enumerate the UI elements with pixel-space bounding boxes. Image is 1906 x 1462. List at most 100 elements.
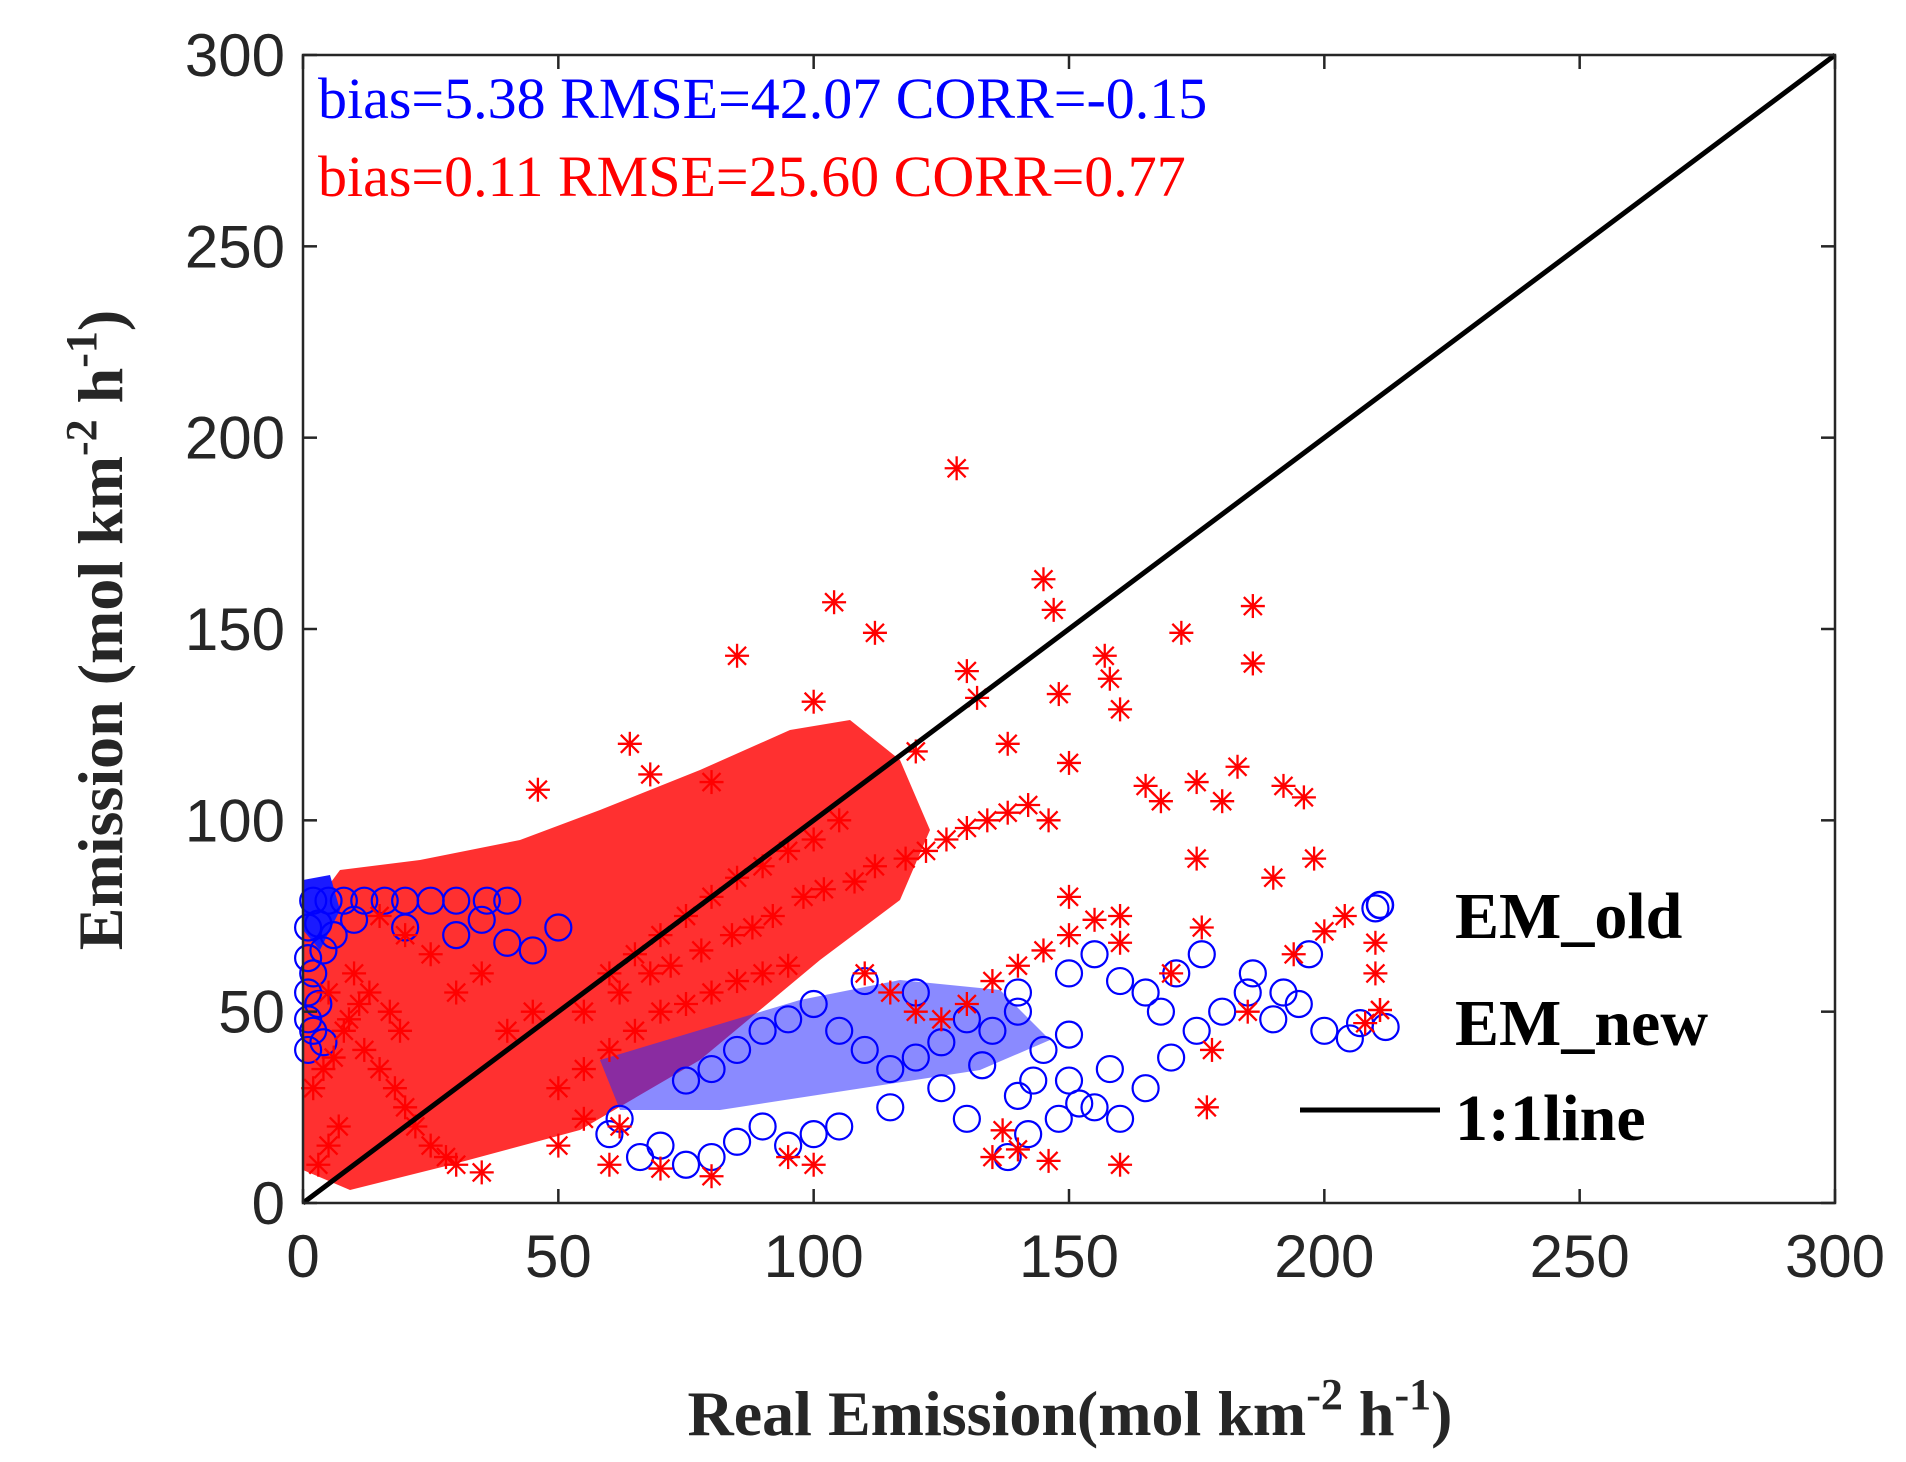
em-old-point xyxy=(299,1016,328,1045)
em-old-point xyxy=(1014,1120,1043,1149)
em-new-point xyxy=(1363,961,1388,986)
em-old-point xyxy=(978,1016,1007,1045)
em-old-point xyxy=(442,886,471,915)
x-tick-label: 150 xyxy=(1019,1223,1119,1290)
em-old-point xyxy=(1080,940,1109,969)
em-old-point xyxy=(825,1112,854,1141)
x-tick-label: 50 xyxy=(525,1223,592,1290)
em-new-point xyxy=(393,923,418,948)
em-old-point xyxy=(314,886,343,915)
x-tick-label: 0 xyxy=(286,1223,319,1290)
em-old-point xyxy=(1029,1035,1058,1065)
em-new-point xyxy=(1108,697,1133,722)
em-new-point xyxy=(1184,770,1209,795)
em-new-point xyxy=(914,838,939,863)
em-new-point xyxy=(638,961,663,986)
em-old-point xyxy=(370,886,399,915)
em-new-point xyxy=(954,815,979,840)
em-new-point xyxy=(903,999,928,1024)
y-tick-label: 300 xyxy=(185,22,285,89)
em-new-point xyxy=(1271,773,1296,798)
em-new-point xyxy=(1312,919,1337,944)
em-new-point xyxy=(520,999,545,1024)
em-old-point xyxy=(927,1074,956,1103)
em-new-point xyxy=(617,731,642,756)
em-new-point xyxy=(822,590,847,615)
em-new-point xyxy=(893,846,918,871)
em-new-point xyxy=(1036,1148,1061,1173)
em-new-point xyxy=(306,1152,331,1177)
em-new-point xyxy=(1031,938,1056,963)
em-old-point xyxy=(1284,989,1313,1019)
em-new-point xyxy=(571,1057,596,1082)
em-new-point xyxy=(1184,846,1209,871)
em-new-point xyxy=(316,980,341,1005)
em-new-point xyxy=(760,904,785,928)
em-old-point xyxy=(952,1104,981,1133)
em-new-point xyxy=(725,969,750,994)
em-old-point xyxy=(799,1120,828,1149)
em-old-point xyxy=(748,1112,777,1141)
em-old-point xyxy=(901,1043,930,1072)
em-new-point xyxy=(1189,915,1214,940)
em-old-point xyxy=(1310,1016,1339,1045)
em-old-point xyxy=(1208,997,1237,1026)
em-new-point xyxy=(607,1114,632,1139)
em-old-point xyxy=(309,936,338,965)
em-new-point xyxy=(719,923,744,948)
em-new-point xyxy=(1057,923,1081,948)
em-old-point xyxy=(1003,997,1033,1026)
em-new-point xyxy=(699,1164,724,1189)
em-new-point xyxy=(699,980,724,1005)
em-new-point xyxy=(674,992,698,1017)
em-new-point xyxy=(1036,808,1061,833)
em-new-point xyxy=(1133,773,1158,798)
em-old-point xyxy=(595,1120,624,1149)
em-new-point xyxy=(546,1133,571,1158)
em-new-point xyxy=(1057,750,1081,775)
em-old-point xyxy=(299,959,328,988)
em-old-point xyxy=(825,1016,854,1045)
em-old-point xyxy=(774,1005,803,1034)
em-new-point xyxy=(571,999,596,1024)
em-old-point xyxy=(493,886,522,915)
em-old-point xyxy=(350,886,379,915)
em-new-point xyxy=(975,808,1000,833)
x-axis-label: Real Emission(mol km-2 h-1) xyxy=(688,1370,1453,1449)
em-old-point xyxy=(1187,940,1216,969)
em-new-point xyxy=(388,1018,413,1043)
em-old-point xyxy=(671,1066,701,1095)
em-new-point xyxy=(1057,884,1081,909)
em-old-point xyxy=(1361,894,1390,923)
em-old-point xyxy=(1182,1016,1211,1045)
em-new-point xyxy=(1108,904,1133,928)
em-new-point xyxy=(827,808,852,833)
em-old-point xyxy=(544,913,573,942)
em-old-point xyxy=(319,921,348,950)
em-new-point xyxy=(1108,1152,1133,1177)
em-old-point xyxy=(722,1035,752,1065)
em-old-point xyxy=(329,886,358,915)
em-old-point xyxy=(748,1016,777,1045)
em-new-point xyxy=(862,854,887,879)
em-new-point xyxy=(469,961,494,986)
em-old-point xyxy=(1054,1020,1084,1049)
em-new-points xyxy=(301,456,1388,1189)
em-new-point xyxy=(954,659,979,684)
y-axis-label: Emission (mol km-2 h-1) xyxy=(57,310,136,951)
em-new-point xyxy=(1097,666,1122,691)
one-to-one-line xyxy=(301,52,1837,1206)
em-old-point xyxy=(850,1035,879,1065)
em-old-point xyxy=(1269,978,1298,1007)
em-new-point xyxy=(546,1076,571,1101)
em-new-point xyxy=(1332,904,1357,928)
y-axis-ticks: 0 50 100 150 200 250 300 xyxy=(185,22,1835,1237)
em-new-point xyxy=(934,827,959,852)
em-old-point xyxy=(309,1028,338,1057)
em-new-point xyxy=(316,1133,341,1158)
y-tick-label: 200 xyxy=(185,405,285,472)
em-new-point xyxy=(750,961,775,986)
em-old-point xyxy=(1371,1012,1400,1042)
em-old-point xyxy=(1044,1104,1073,1133)
em-new-point xyxy=(352,1037,377,1062)
